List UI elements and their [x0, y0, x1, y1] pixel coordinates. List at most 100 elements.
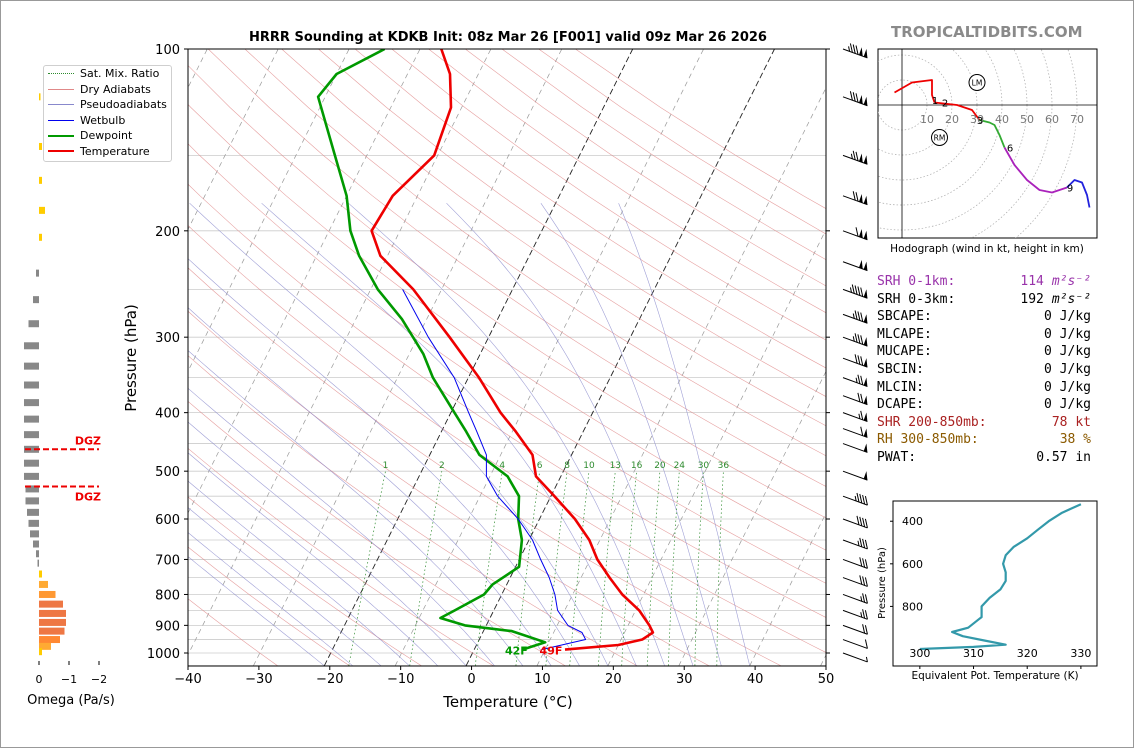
- left-mover-label: LM: [972, 79, 983, 88]
- legend-entry: Temperature: [48, 144, 171, 160]
- barb-pennant: [864, 196, 868, 205]
- param-number: 0 J/kg: [1044, 309, 1091, 324]
- param-name: PWAT:: [877, 449, 916, 467]
- hodograph-ring-label: 60: [1045, 113, 1059, 126]
- barb-pennant: [864, 337, 868, 346]
- barb-flag: [853, 44, 855, 53]
- barb-flag: [865, 639, 867, 648]
- omega-bar: [30, 530, 39, 537]
- pseudoadiabat-line: [38, 203, 523, 666]
- pseudoadiabat-line: [190, 203, 608, 666]
- hodograph-ring-label: 40: [995, 113, 1009, 126]
- barb-flag: [863, 539, 865, 548]
- x-tick-label: −40: [174, 672, 201, 687]
- omega-bar: [29, 320, 40, 327]
- wind-barb: [843, 443, 867, 452]
- y-tick-label: 700: [155, 553, 180, 568]
- omega-bar: [39, 591, 56, 598]
- legend-entry: Wetbulb: [48, 113, 171, 129]
- barb-flag: [865, 594, 867, 603]
- barb-pennant: [864, 428, 868, 437]
- barb-flag: [861, 376, 863, 385]
- omega-bar: [24, 363, 39, 370]
- barb-flag: [865, 540, 867, 549]
- barb-flag: [865, 496, 867, 505]
- mixing-ratio-label: 16: [631, 461, 643, 471]
- legend-swatch: [48, 73, 74, 74]
- legend-swatch: [48, 135, 74, 137]
- param-name: SRH 0-1km:: [877, 273, 955, 291]
- mixing-ratio-line: [668, 471, 679, 666]
- theta-e-y-tick-label: 400: [902, 515, 923, 528]
- barb-pennant: [864, 231, 868, 240]
- mixing-ratio-label: 36: [718, 461, 730, 471]
- isotherm-line: [253, 49, 561, 666]
- barb-staff: [843, 337, 867, 346]
- barb-flag: [853, 191, 855, 200]
- dry-adiabat-line: [61, 49, 924, 666]
- param-value: 0.57 in: [1036, 449, 1091, 467]
- omega-bar: [24, 399, 39, 406]
- omega-bar: [39, 234, 42, 241]
- theta-e-y-tick-label: 800: [902, 600, 923, 613]
- param-name: SHR 200-850mb:: [877, 414, 987, 432]
- theta-e-x-tick-label: 300: [909, 647, 930, 660]
- barb-flag: [865, 577, 867, 586]
- theta-e-x-axis-label: Equivalent Pot. Temperature (K): [911, 670, 1078, 682]
- mixing-ratio-line: [475, 471, 502, 666]
- theta-e-y-axis-label: Pressure (hPa): [877, 547, 888, 619]
- barb-staff: [843, 653, 867, 662]
- wind-barb: [843, 493, 867, 505]
- omega-bar: [24, 473, 39, 480]
- pseudoadiabat-line: [262, 203, 637, 666]
- wind-barbs: [843, 43, 867, 661]
- barb-flag: [861, 394, 863, 403]
- isotherm-line: [537, 49, 845, 666]
- legend-label: Temperature: [80, 145, 150, 158]
- barb-flag: [863, 624, 865, 633]
- param-row: DCAPE:0 J/kg: [877, 396, 1091, 414]
- legend-swatch: [48, 150, 74, 152]
- barb-flag: [858, 355, 860, 364]
- mixing-ratio-label: 30: [698, 461, 710, 471]
- wind-barb: [843, 191, 867, 204]
- param-number: 0 J/kg: [1044, 327, 1091, 342]
- barb-flag: [858, 287, 860, 296]
- theta-e-frame: [893, 501, 1097, 666]
- barb-flag: [860, 538, 862, 547]
- param-number: 0.57 in: [1036, 450, 1091, 465]
- barb-flag: [863, 593, 865, 602]
- param-value: 38 %: [1060, 431, 1091, 449]
- param-number: 38 %: [1060, 432, 1091, 447]
- legend-label: Sat. Mix. Ratio: [80, 67, 159, 80]
- y-tick-label: 1000: [147, 647, 180, 662]
- param-unit: m²s⁻²: [1052, 274, 1091, 289]
- hodograph-ring-label: 50: [1020, 113, 1034, 126]
- x-tick-label: 0: [467, 672, 475, 687]
- omega-bar: [26, 497, 40, 504]
- pseudoadiabat-line: [130, 203, 579, 666]
- barb-flag: [863, 576, 865, 585]
- barb-flag: [856, 45, 858, 54]
- omega-bar: [39, 610, 66, 617]
- omega-bar: [39, 628, 65, 635]
- barb-flag: [860, 575, 862, 584]
- x-tick-label: −10: [387, 672, 414, 687]
- omega-bar: [24, 460, 39, 467]
- omega-bar: [33, 296, 39, 303]
- freezing-isotherm: [466, 49, 774, 666]
- param-value: 0 J/kg: [1044, 396, 1091, 414]
- x-tick-label: 30: [676, 672, 693, 687]
- x-tick-label: 10: [534, 672, 551, 687]
- param-value: 0 J/kg: [1044, 379, 1091, 397]
- x-tick-label: 50: [818, 672, 835, 687]
- param-name: SRH 0-3km:: [877, 291, 955, 309]
- wind-barb: [843, 393, 867, 405]
- barb-pennant: [864, 443, 868, 452]
- mixing-ratio-label: 20: [654, 461, 666, 471]
- wind-barb: [843, 609, 867, 619]
- barb-pennant: [859, 154, 863, 163]
